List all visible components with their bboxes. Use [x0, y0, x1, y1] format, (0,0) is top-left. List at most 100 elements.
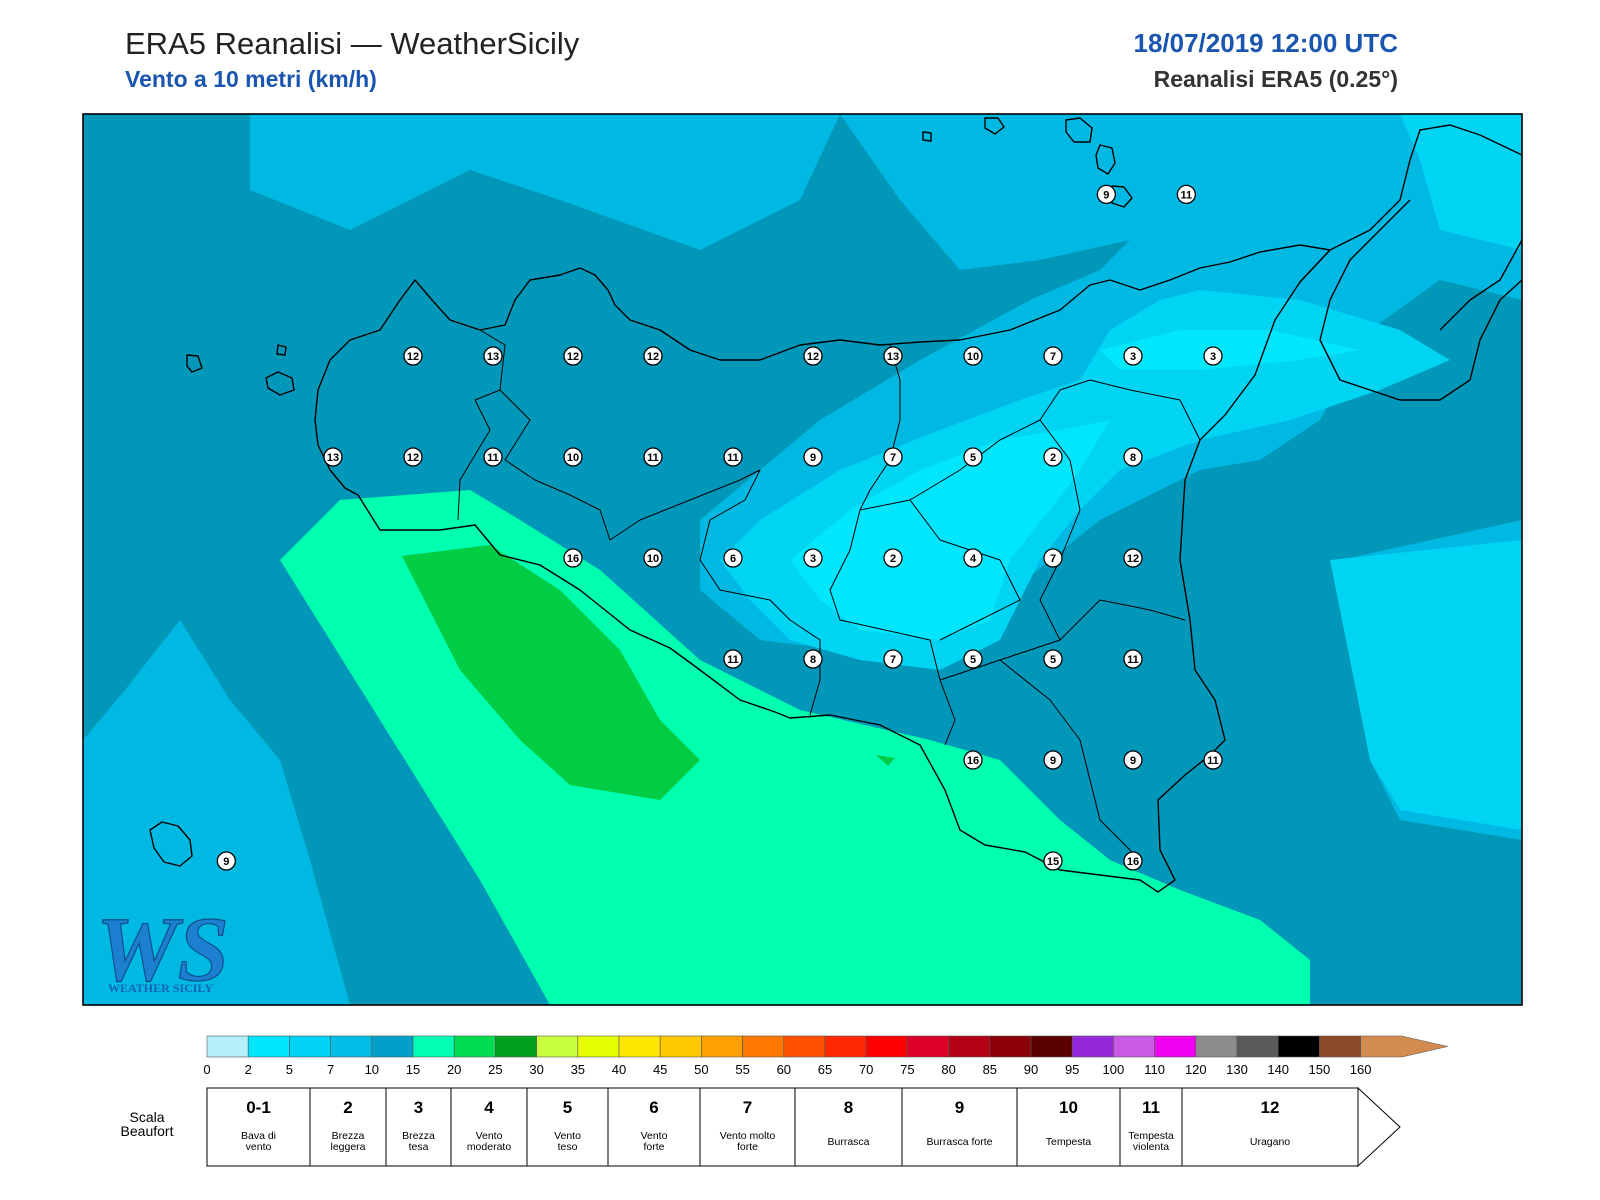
wind-marker-label: 13	[487, 351, 499, 363]
beaufort-class-12: 12 Uragano	[1181, 1087, 1359, 1167]
colorbar-swatch	[1195, 1035, 1238, 1058]
colorbar-swatch	[989, 1035, 1032, 1058]
wind-value-mark-11: 3	[1123, 346, 1143, 366]
colorbar-swatch	[824, 1035, 867, 1058]
wind-marker-circle	[563, 447, 583, 467]
colorbar-swatch	[618, 1035, 661, 1058]
wind-marker-circle	[403, 346, 423, 366]
wind-value-mark-42: 15	[1043, 851, 1063, 871]
wind-marker-label: 7	[890, 654, 896, 666]
wind-value-mark-31: 12	[1123, 548, 1143, 568]
wind-marker-circle	[216, 851, 236, 871]
band-20-25-patch	[876, 755, 895, 766]
beaufort-number: 12	[1261, 1098, 1280, 1117]
beaufort-box	[1119, 1087, 1183, 1167]
wind-marker-circle	[643, 346, 663, 366]
wind-marker-circle	[963, 750, 983, 770]
beaufort-number: 6	[649, 1098, 658, 1117]
colorbar-tick: 20	[447, 1062, 461, 1077]
wind-marker-label: 15	[1047, 856, 1059, 868]
beaufort-class-0-1: 0-1 Bava di vento	[206, 1087, 311, 1167]
beaufort-box	[206, 1087, 311, 1167]
beaufort-class-10: 10 Tempesta	[1016, 1087, 1121, 1167]
wind-marker-label: 3	[1130, 351, 1136, 363]
wind-value-mark-33: 8	[803, 649, 823, 669]
wind-marker-label: 11	[1207, 755, 1219, 767]
map-title: ERA5 Reanalisi — WeatherSicily	[125, 26, 580, 61]
wind-value-mark-43: 16	[1123, 851, 1143, 871]
colorbar-swatch	[577, 1035, 620, 1058]
beaufort-box	[607, 1087, 701, 1167]
model-label: Reanalisi ERA5 (0.25°)	[1153, 66, 1398, 92]
wind-marker-circle	[1123, 851, 1143, 871]
aeolian-island-4	[1095, 144, 1116, 175]
beaufort-desc: Vento molto forte	[720, 1130, 776, 1153]
beaufort-desc: Vento teso	[554, 1130, 581, 1153]
wind-marker-circle	[803, 447, 823, 467]
colorbar-tick: 45	[653, 1062, 667, 1077]
wind-marker-circle	[1043, 851, 1063, 871]
wind-value-mark-3: 12	[403, 346, 423, 366]
wind-marker-label: 12	[1127, 553, 1139, 565]
colorbar-swatch	[536, 1035, 579, 1058]
coastlines	[149, 117, 1523, 893]
beaufort-class-4: 4 Vento moderato	[450, 1087, 528, 1167]
wind-value-mark-36: 5	[1043, 649, 1063, 669]
wind-marker-label: 11	[1181, 189, 1193, 201]
wind-marker-label: 16	[567, 553, 579, 565]
band-5-7-east	[1330, 540, 1522, 830]
wind-value-mark-13: 13	[323, 447, 343, 467]
beaufort-desc: Tempesta violenta	[1128, 1130, 1174, 1153]
beaufort-desc: Bava di vento	[241, 1130, 276, 1153]
colorbar-swatch	[742, 1035, 785, 1058]
colorbar-tick: 130	[1226, 1062, 1248, 1077]
wind-value-mark-14: 12	[403, 447, 423, 467]
wind-marker-label: 13	[327, 452, 339, 464]
beaufort-class-2: 2 Brezza leggera	[309, 1087, 387, 1167]
band-7-10-west	[83, 620, 350, 1005]
wind-value-mark-18: 11	[723, 447, 743, 467]
colorbar-tick: 2	[245, 1062, 252, 1077]
wind-marker-circle	[403, 447, 423, 467]
wind-marker-label: 6	[730, 553, 736, 565]
wind-marker-label: 10	[567, 452, 579, 464]
wind-value-mark-20: 7	[883, 447, 903, 467]
colorbar-swatch	[865, 1035, 908, 1058]
wind-marker-label: 5	[970, 452, 976, 464]
wind-marker-label: 4	[970, 553, 977, 565]
colorbar-swatch	[1113, 1035, 1155, 1058]
wind-marker-label: 9	[223, 856, 229, 868]
calabria-coastline	[1299, 124, 1523, 401]
beaufort-number: 3	[414, 1098, 423, 1117]
wind-marker-label: 10	[647, 553, 659, 565]
province-borders	[457, 329, 1201, 861]
wind-marker-circle	[883, 346, 903, 366]
egadi-island-2	[265, 371, 295, 396]
colorbar-tick: 7	[327, 1062, 334, 1077]
colorbar-swatch	[1154, 1035, 1197, 1058]
wind-marker-circle	[1123, 649, 1143, 669]
wind-value-mark-4: 13	[483, 346, 503, 366]
wind-marker-label: 12	[407, 351, 419, 363]
wind-marker-circle	[1043, 346, 1063, 366]
colorbar-swatch	[701, 1035, 743, 1058]
beaufort-class-6: 6 Vento forte	[607, 1087, 701, 1167]
calabria-tip	[1439, 239, 1523, 331]
beaufort-desc: Brezza tesa	[402, 1130, 435, 1153]
wind-marker-label: 11	[727, 452, 739, 464]
colorbar-tick: 60	[777, 1062, 791, 1077]
wind-marker-label: 11	[1127, 654, 1139, 666]
wind-marker-circle	[963, 346, 983, 366]
wind-marker-label: 11	[487, 452, 499, 464]
wind-marker-circle	[483, 346, 503, 366]
wind-marker-label: 3	[1210, 351, 1216, 363]
wind-marker-circle	[1123, 750, 1143, 770]
wind-marker-label: 5	[1050, 654, 1056, 666]
colorbar-tick: 90	[1024, 1062, 1038, 1077]
colorbar-tick: 50	[694, 1062, 708, 1077]
wind-marker-label: 9	[1130, 755, 1136, 767]
aeolian-island-3	[1065, 117, 1093, 143]
colorbar-swatch	[1030, 1035, 1073, 1058]
